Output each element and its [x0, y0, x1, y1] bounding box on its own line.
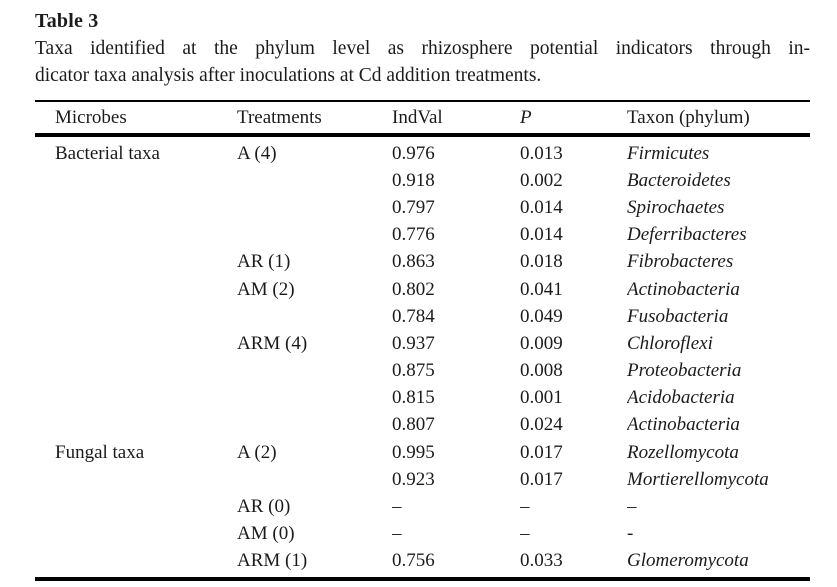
cell-p: – — [520, 496, 530, 518]
cell-treatment: AM (0) — [237, 523, 295, 545]
cell-taxon: - — [627, 523, 634, 545]
table-title: Table 3 — [35, 10, 99, 32]
cell-indval: – — [392, 523, 402, 545]
cell-taxon: Rozellomycota — [627, 441, 739, 463]
cell-p: 0.008 — [520, 360, 563, 382]
cell-p: 0.024 — [520, 414, 563, 436]
cell-indval: 0.923 — [392, 468, 435, 490]
table-row: 0.923 0.017 Mortierellomycota — [35, 466, 810, 493]
cell-taxon: Spirochaetes — [627, 196, 725, 218]
cell-p: 0.013 — [520, 142, 563, 164]
cell-taxon: Acidobacteria — [627, 387, 735, 409]
indicator-taxa-table: Microbes Treatments IndVal P Taxon (phyl… — [35, 100, 810, 581]
cell-taxon: Actinobacteria — [627, 414, 740, 436]
table-row: 0.797 0.014 Spirochaetes — [35, 194, 810, 221]
cell-indval: 0.815 — [392, 387, 435, 409]
cell-treatment: AM (2) — [237, 278, 295, 300]
table-row: ARM (1) 0.756 0.033 Glomeromycota — [35, 548, 810, 575]
cell-taxon: Fibrobacteres — [627, 251, 734, 273]
cell-p: 0.017 — [520, 468, 563, 490]
cell-taxon: Firmicutes — [627, 142, 710, 164]
table-row: 0.784 0.049 Fusobacteria — [35, 303, 810, 330]
cell-treatment: A (2) — [237, 441, 277, 463]
cell-indval: 0.776 — [392, 224, 435, 246]
cell-p: 0.049 — [520, 305, 563, 327]
column-header-treatments: Treatments — [237, 106, 322, 128]
cell-taxon: – — [627, 496, 637, 518]
cell-microbes: Bacterial taxa — [55, 142, 160, 164]
cell-taxon: Proteobacteria — [627, 360, 742, 382]
table-row: AR (1) 0.863 0.018 Fibrobacteres — [35, 249, 810, 276]
cell-treatment: AR (0) — [237, 496, 291, 518]
cell-p: 0.017 — [520, 441, 563, 463]
caption-line-2: dicator taxa analysis after inoculations… — [35, 65, 542, 86]
cell-indval: 0.784 — [392, 305, 435, 327]
table-row: Bacterial taxa A (4) 0.976 0.013 Firmicutes — [35, 140, 810, 167]
table-body: Bacterial taxa A (4) 0.976 0.013 Firmicutes 0… — [35, 137, 810, 581]
column-header-microbes: Microbes — [55, 106, 127, 128]
cell-indval: 0.937 — [392, 332, 435, 354]
cell-p: 0.033 — [520, 550, 563, 572]
cell-taxon: Actinobacteria — [627, 278, 740, 300]
table-row: AM (0) – – - — [35, 521, 810, 548]
cell-indval: – — [392, 496, 402, 518]
cell-taxon: Fusobacteria — [627, 305, 729, 327]
cell-p: 0.014 — [520, 224, 563, 246]
cell-indval: 0.797 — [392, 196, 435, 218]
cell-taxon: Bacteroidetes — [627, 169, 731, 191]
column-header-p: P — [520, 106, 532, 128]
cell-indval: 0.875 — [392, 360, 435, 382]
cell-indval: 0.863 — [392, 251, 435, 273]
table-caption: Taxa identified at the phylum level as r… — [35, 35, 810, 89]
column-header-indval: IndVal — [392, 106, 443, 128]
cell-p: – — [520, 523, 530, 545]
cell-p: 0.002 — [520, 169, 563, 191]
cell-indval: 0.976 — [392, 142, 435, 164]
cell-p: 0.009 — [520, 332, 563, 354]
table-header-row: Microbes Treatments IndVal P Taxon (phyl… — [35, 102, 810, 137]
table-row: AM (2) 0.802 0.041 Actinobacteria — [35, 276, 810, 303]
cell-treatment: ARM (4) — [237, 332, 308, 354]
cell-treatment: ARM (1) — [237, 550, 308, 572]
cell-taxon: Deferribacteres — [627, 224, 747, 246]
cell-microbes: Fungal taxa — [55, 441, 145, 463]
table-row: 0.815 0.001 Acidobacteria — [35, 385, 810, 412]
cell-treatment: AR (1) — [237, 251, 291, 273]
cell-taxon: Chloroflexi — [627, 332, 713, 354]
cell-p: 0.018 — [520, 251, 563, 273]
table-row: Fungal taxa A (2) 0.995 0.017 Rozellomycota — [35, 439, 810, 466]
cell-p: 0.001 — [520, 387, 563, 409]
table-row: 0.875 0.008 Proteobacteria — [35, 358, 810, 385]
cell-indval: 0.802 — [392, 278, 435, 300]
cell-p: 0.041 — [520, 278, 563, 300]
cell-taxon: Mortierellomycota — [627, 468, 769, 490]
table-row: 0.776 0.014 Deferribacteres — [35, 222, 810, 249]
caption-line-1: Taxa identified at the phylum level as r… — [35, 38, 810, 59]
cell-treatment: A (4) — [237, 142, 277, 164]
table-row: AR (0) – – – — [35, 493, 810, 520]
cell-p: 0.014 — [520, 196, 563, 218]
table-row: 0.918 0.002 Bacteroidetes — [35, 167, 810, 194]
cell-indval: 0.995 — [392, 441, 435, 463]
cell-taxon: Glomeromycota — [627, 550, 749, 572]
table-row: 0.807 0.024 Actinobacteria — [35, 412, 810, 439]
cell-indval: 0.756 — [392, 550, 435, 572]
cell-indval: 0.918 — [392, 169, 435, 191]
cell-indval: 0.807 — [392, 414, 435, 436]
table-row: ARM (4) 0.937 0.009 Chloroflexi — [35, 330, 810, 357]
column-header-taxon-phylum: Taxon (phylum) — [627, 106, 750, 128]
